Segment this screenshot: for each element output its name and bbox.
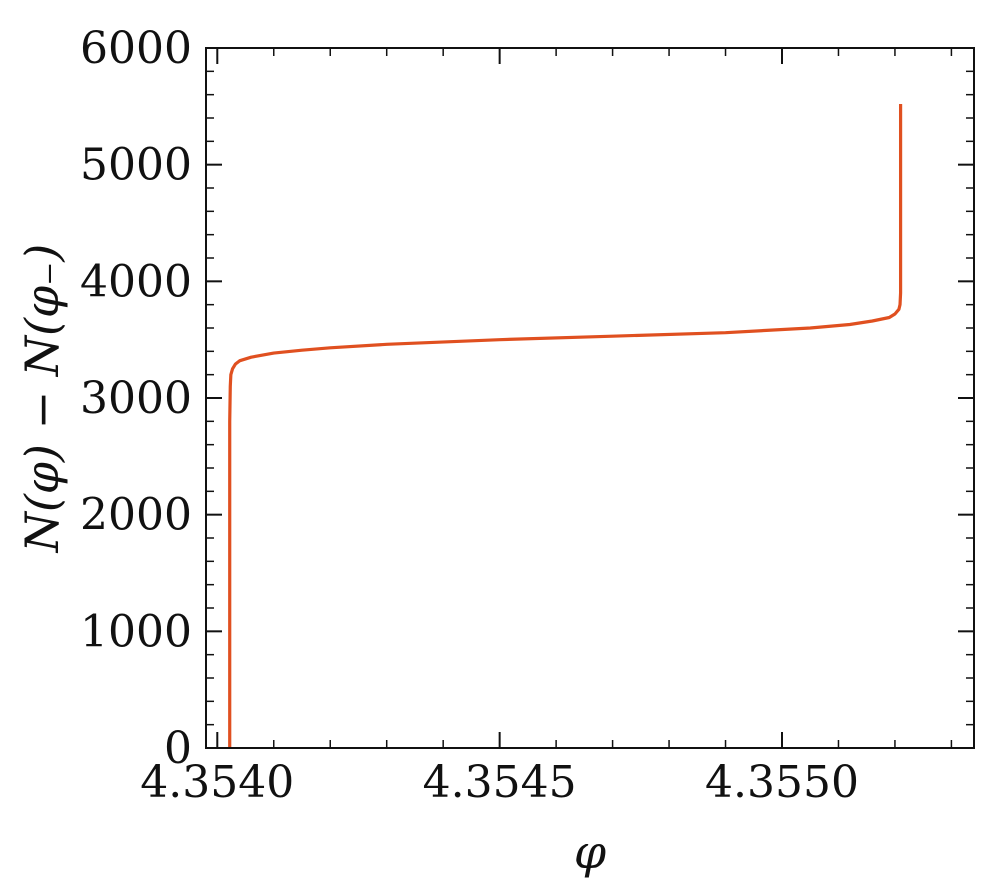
- x-tick-labels: 4.3540 4.3545 4.3550: [140, 757, 859, 808]
- x-axis-label: φ: [574, 825, 607, 879]
- series-line: [228, 104, 903, 748]
- y-tick-label: 0: [164, 723, 192, 774]
- y-tick-label: 5000: [80, 140, 192, 191]
- minor-ticks: [206, 48, 974, 748]
- x-tick-label: 4.3540: [140, 757, 294, 808]
- major-ticks: [206, 47, 974, 749]
- y-axis-label: N(φ) − N(φ₋): [15, 244, 69, 554]
- y-tick-label: 3000: [80, 373, 192, 424]
- y-tick-label: 2000: [80, 490, 192, 541]
- y-tick-label: 4000: [80, 256, 192, 307]
- x-tick-label: 4.3545: [423, 757, 577, 808]
- y-tick-label: 6000: [80, 23, 192, 74]
- x-tick-label: 4.3550: [705, 757, 859, 808]
- plot-frame: [205, 47, 975, 749]
- y-tick-labels: 0 1000 2000 3000 4000 5000 6000: [80, 23, 192, 774]
- y-tick-label: 1000: [80, 606, 192, 657]
